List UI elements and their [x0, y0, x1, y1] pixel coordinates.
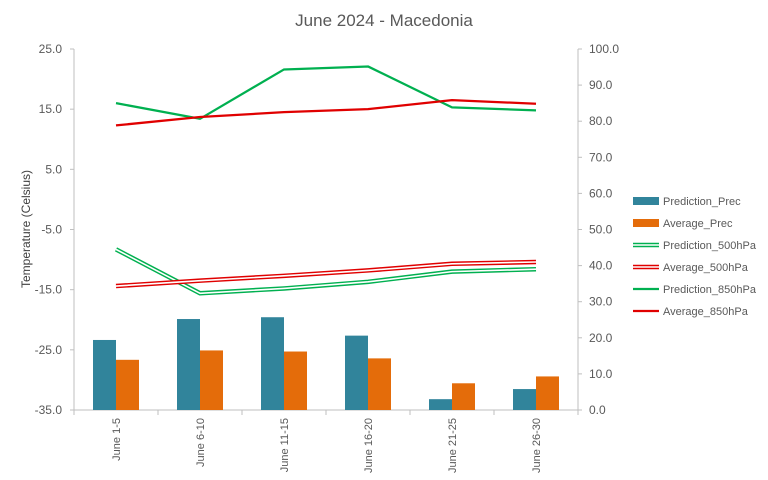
x-tick-label: June 1-5	[111, 418, 123, 461]
y-tick-label: 5.0	[45, 162, 62, 176]
y-tick-label: 15.0	[39, 102, 63, 116]
x-tick-label: June 6-10	[195, 418, 207, 467]
legend-prediction-850hpa-label: Prediction_850hPa	[663, 284, 757, 296]
legend-prediction-500hpa-label: Prediction_500hPa	[663, 240, 757, 252]
line-average-850hpa	[115, 99, 537, 127]
x-tick-label: June 11-15	[279, 418, 291, 472]
legend-prediction-prec-label: Prediction_Prec	[663, 196, 741, 208]
legend-average-500hpa-label: Average_500hPa	[663, 262, 749, 274]
bar-average-prec	[200, 350, 223, 410]
line-prediction-850hpa	[115, 65, 537, 120]
line-prediction-500hpa-inner	[115, 248, 537, 295]
bar-prediction-prec	[429, 399, 452, 410]
bar-average-prec	[536, 376, 559, 410]
x-tick-label: June 21-25	[447, 418, 459, 473]
y-tick-label: -35.0	[35, 403, 63, 417]
chart-title: June 2024 - Macedonia	[295, 11, 473, 30]
x-tick-label: June 16-20	[363, 418, 375, 473]
bar-prediction-prec	[93, 339, 116, 410]
line-average-500hpa-inner	[115, 261, 537, 287]
y-tick-label: -15.0	[35, 283, 63, 297]
legend: Prediction_Prec Average_Prec Prediction_50…	[633, 196, 757, 318]
y2-tick-label: 90.0	[589, 78, 613, 92]
y2-tick-label: 40.0	[589, 259, 613, 273]
bar-prediction-prec	[177, 319, 200, 410]
y2-tick-label: 70.0	[589, 150, 613, 164]
x-tick-label: June 26-30	[531, 418, 543, 473]
y2-tick-label: 50.0	[589, 223, 613, 237]
y-tick-label: -25.0	[35, 343, 63, 357]
bar-average-prec	[116, 359, 139, 410]
legend-average-prec-label: Average_Prec	[663, 218, 733, 230]
bar-average-prec	[452, 383, 475, 410]
y2-tick-label: 30.0	[589, 295, 613, 309]
y2-tick-label: 60.0	[589, 186, 613, 200]
legend-average-prec-swatch	[633, 219, 659, 227]
legend-average-850hpa-label: Average_850hPa	[663, 306, 749, 318]
y-axis-label: Temperature (Celsius)	[19, 170, 33, 288]
bar-average-prec	[284, 351, 307, 410]
y2-tick-label: 100.0	[589, 42, 619, 56]
y2-tick-label: 0.0	[589, 403, 606, 417]
y-tick-label: 25.0	[39, 42, 63, 56]
plot-area: 25.0 15.0 5.0 -5.0 -15.0 -25.0 -35.0 100.0 90.0 8…	[35, 42, 620, 473]
bar-prediction-prec	[345, 335, 368, 410]
y2-tick-label: 80.0	[589, 114, 613, 128]
y2-tick-label: 10.0	[589, 367, 613, 381]
legend-prediction-prec-swatch	[633, 197, 659, 205]
bar-prediction-prec	[261, 317, 284, 410]
y2-tick-label: 20.0	[589, 331, 613, 345]
bar-prediction-prec	[513, 389, 536, 410]
bar-average-prec	[368, 358, 391, 410]
y-tick-label: -5.0	[41, 223, 62, 237]
